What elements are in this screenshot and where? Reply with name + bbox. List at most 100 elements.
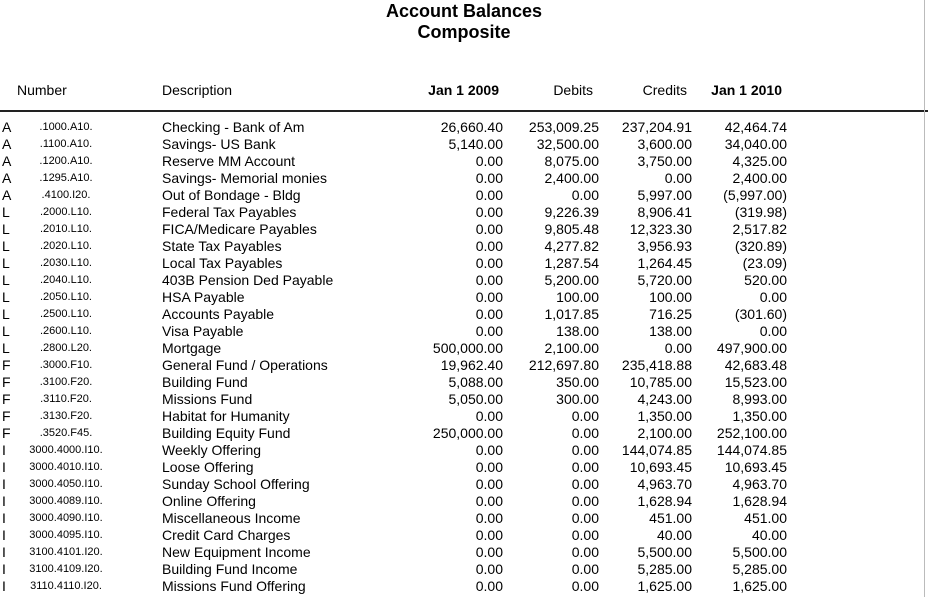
account-type: L <box>2 323 10 339</box>
credits: 138.00 <box>649 323 692 339</box>
account-number: 3000.4010.I10. <box>29 461 103 473</box>
account-description: Building Equity Fund <box>162 425 291 441</box>
table-row: L .2600.L10. Visa Payable 0.00 138.00 138.00 0… <box>0 323 928 340</box>
credits: 5,285.00 <box>637 561 693 577</box>
credits: 10,693.45 <box>629 459 692 475</box>
table-row: L .2010.L10. FICA/Medicare Payables 0.00 9,8… <box>0 221 928 238</box>
page-edge <box>924 0 925 597</box>
debits: 0.00 <box>571 527 599 543</box>
begin-balance: 19,962.40 <box>440 357 503 373</box>
account-type: A <box>2 170 12 186</box>
account-number: 3000.4090.I10. <box>29 512 103 524</box>
credits: 10,785.00 <box>629 374 692 390</box>
table-row: A .1295.A10. Savings- Memorial monies 0.00 2… <box>0 170 928 187</box>
begin-balance: 0.00 <box>475 578 503 594</box>
account-type: I <box>2 459 6 475</box>
debits: 1,017.85 <box>544 306 600 322</box>
debits: 9,226.39 <box>544 204 600 220</box>
end-balance: 2,517.82 <box>732 221 788 237</box>
end-balance: 15,523.00 <box>724 374 787 390</box>
end-balance: 451.00 <box>744 510 787 526</box>
account-number: .1200.A10. <box>39 155 93 167</box>
credits: 0.00 <box>664 170 692 186</box>
credits: 0.00 <box>664 340 692 356</box>
credits: 716.25 <box>649 306 692 322</box>
credits: 3,750.00 <box>637 153 693 169</box>
begin-balance: 0.00 <box>475 306 503 322</box>
credits: 237,204.91 <box>621 119 692 135</box>
credits: 1,625.00 <box>637 578 693 594</box>
begin-balance: 0.00 <box>475 204 503 220</box>
end-balance: 5,500.00 <box>732 544 788 560</box>
account-table: A .1000.A10. Checking - Bank of Am 26,660.4… <box>0 119 928 595</box>
end-balance: 497,900.00 <box>716 340 787 356</box>
table-row: I 3100.4101.I20. New Equipment Income 0.00 0… <box>0 544 928 561</box>
debits: 8,075.00 <box>544 153 600 169</box>
account-number: 3100.4109.I20. <box>29 563 103 575</box>
account-number: 3000.4050.I10. <box>29 478 103 490</box>
table-row: I 3000.4089.I10. Online Offering 0.00 0.00 1,… <box>0 493 928 510</box>
debits: 5,200.00 <box>544 272 600 288</box>
credits: 4,243.00 <box>637 391 693 407</box>
account-description: FICA/Medicare Payables <box>162 221 317 237</box>
account-description: Missions Fund Offering <box>162 578 306 594</box>
credits: 235,418.88 <box>621 357 692 373</box>
report-subtitle: Composite <box>417 22 511 42</box>
end-balance: 42,464.74 <box>724 119 787 135</box>
credits: 100.00 <box>649 289 692 305</box>
table-row: I 3000.4090.I10. Miscellaneous Income 0.00 0… <box>0 510 928 527</box>
debits: 100.00 <box>556 289 599 305</box>
account-description: Savings- US Bank <box>162 136 276 152</box>
end-balance: 1,628.94 <box>732 493 788 509</box>
account-description: Credit Card Charges <box>162 527 291 543</box>
debits: 1,287.54 <box>544 255 600 271</box>
credits: 144,074.85 <box>621 442 692 458</box>
table-row: A .1100.A10. Savings- US Bank 5,140.00 32,50… <box>0 136 928 153</box>
credits: 5,997.00 <box>637 187 693 203</box>
debits: 0.00 <box>571 493 599 509</box>
account-description: Out of Bondage - Bldg <box>162 187 301 203</box>
credits: 8,906.41 <box>637 204 693 220</box>
debits: 0.00 <box>571 442 599 458</box>
account-type: F <box>2 391 11 407</box>
end-balance: 2,400.00 <box>732 170 788 186</box>
account-type: I <box>2 561 6 577</box>
account-description: Accounts Payable <box>162 306 275 322</box>
debits: 212,697.80 <box>528 357 599 373</box>
account-type: F <box>2 425 11 441</box>
begin-balance: 0.00 <box>475 323 503 339</box>
account-type: I <box>2 476 6 492</box>
table-row: L .2000.L10. Federal Tax Payables 0.00 9,226… <box>0 204 928 221</box>
debits: 138.00 <box>556 323 599 339</box>
table-row: I 3000.4095.I10. Credit Card Charges 0.00 0.… <box>0 527 928 544</box>
account-number: .3000.F10. <box>39 359 93 371</box>
table-row: F .3130.F20. Habitat for Humanity 0.00 0.00 1… <box>0 408 928 425</box>
account-number: .2800.L20. <box>40 342 92 354</box>
credits: 3,600.00 <box>637 136 693 152</box>
begin-balance: 0.00 <box>475 272 503 288</box>
table-row: I 3000.4050.I10. Sunday School Offering 0.0… <box>0 476 928 493</box>
account-type: I <box>2 578 6 594</box>
account-type: L <box>2 289 10 305</box>
account-description: Habitat for Humanity <box>162 408 290 424</box>
account-description: Mortgage <box>162 340 222 356</box>
account-type: L <box>2 272 10 288</box>
table-row: F .3520.F45. Building Equity Fund 250,000.0… <box>0 425 928 442</box>
table-row: L .2050.L10. HSA Payable 0.00 100.00 100.00 0.… <box>0 289 928 306</box>
end-balance: 10,693.45 <box>724 459 787 475</box>
account-type: I <box>2 442 6 458</box>
credits: 12,323.30 <box>629 221 692 237</box>
begin-balance: 500,000.00 <box>432 340 503 356</box>
account-number: .2000.L10. <box>40 206 92 218</box>
table-row: L .2800.L20. Mortgage 500,000.00 2,100.00 0.0… <box>0 340 928 357</box>
account-type: I <box>2 493 6 509</box>
end-balance: 144,074.85 <box>716 442 787 458</box>
end-balance: 520.00 <box>744 272 787 288</box>
account-description: 403B Pension Ded Payable <box>162 272 334 288</box>
end-balance: 0.00 <box>759 323 787 339</box>
begin-balance: 250,000.00 <box>432 425 503 441</box>
account-description: Local Tax Payables <box>162 255 283 271</box>
end-balance: 40.00 <box>751 527 787 543</box>
end-balance: 1,350.00 <box>732 408 788 424</box>
account-number: .1000.A10. <box>39 121 93 133</box>
